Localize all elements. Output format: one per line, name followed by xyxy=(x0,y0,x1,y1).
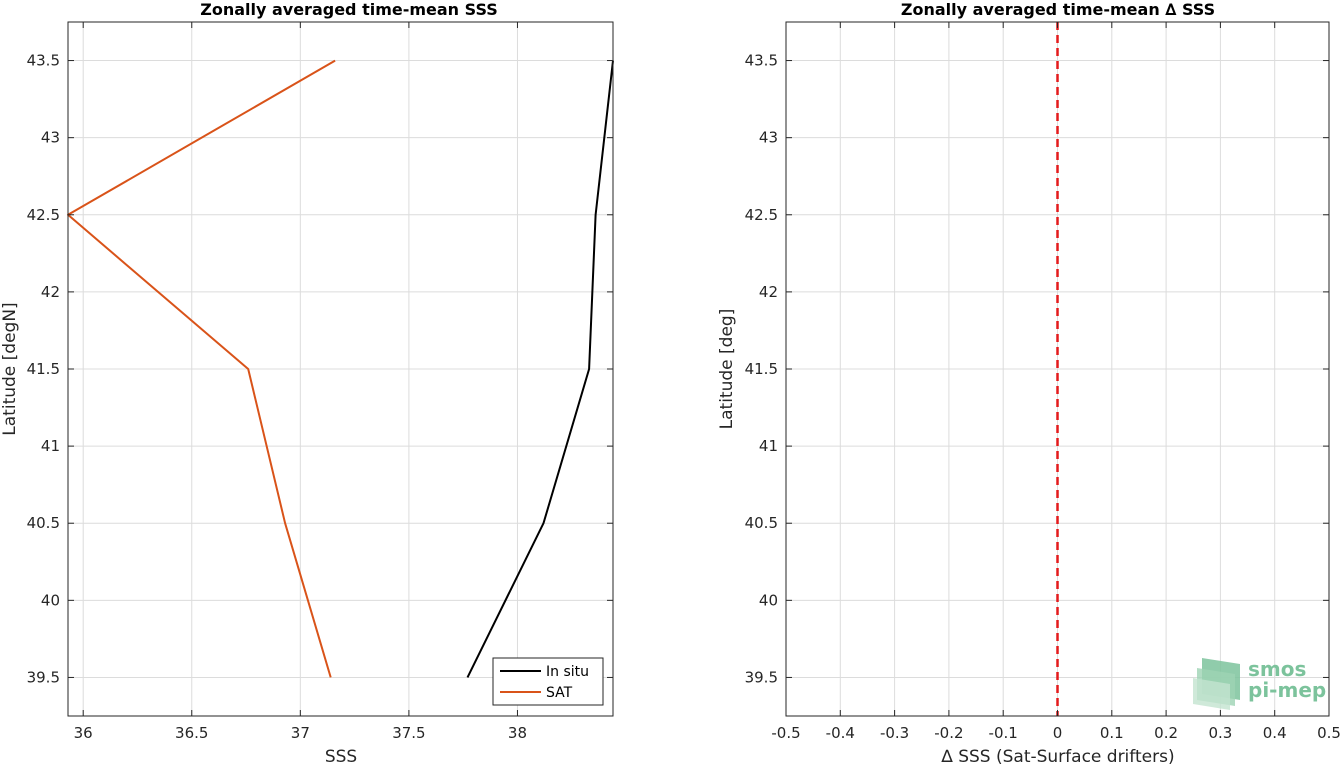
sss-x-tick-label: 38 xyxy=(508,724,527,742)
delta-sss-y-tick-label: 41 xyxy=(759,437,778,455)
sss-y-tick-label: 43.5 xyxy=(27,52,60,70)
delta-sss-y-tick-label: 43.5 xyxy=(745,52,778,70)
series-line-sat xyxy=(67,59,336,678)
legend-box xyxy=(492,657,604,706)
sss-y-tick-label: 41 xyxy=(41,437,60,455)
logo-mark-icon xyxy=(1193,658,1240,710)
sss-x-axis-label: SSS xyxy=(325,747,357,765)
sss-y-tick-label: 39.5 xyxy=(27,668,60,686)
sss-x-tick-label: 36 xyxy=(74,724,93,742)
sss-y-tick-label: 40 xyxy=(41,591,60,609)
logo-text-smos: smos xyxy=(1248,657,1306,681)
legend: In situ SAT xyxy=(492,657,604,706)
delta-sss-y-tick-label: 42.5 xyxy=(745,206,778,224)
delta-sss-y-tick-label: 43 xyxy=(759,129,778,147)
delta-sss-panel-title: Zonally averaged time-mean ∆ SSS xyxy=(901,0,1215,19)
sss-x-tick-label: 37.5 xyxy=(392,724,425,742)
sss-grid xyxy=(68,22,613,716)
legend-entry-sat: SAT xyxy=(546,685,573,701)
sss-y-axis-label: Latitude [degN] xyxy=(0,302,20,435)
delta-sss-panel: Zonally averaged time-mean ∆ SSS -0.5 -0.… xyxy=(717,0,1341,765)
sss-panel: Zonally averaged time-mean SSS 36 36.5 37 3… xyxy=(0,0,614,765)
sss-x-tick-label: 36.5 xyxy=(175,724,208,742)
delta-sss-x-tick-label: 0.4 xyxy=(1263,724,1287,742)
delta-sss-x-tick-label: -0.4 xyxy=(826,724,855,742)
delta-sss-x-tick-label: -0.2 xyxy=(934,724,963,742)
smos-pi-mep-logo: smos pi-mep xyxy=(1193,657,1326,710)
series-line-in-situ xyxy=(466,60,614,678)
delta-sss-x-tick-label: -0.1 xyxy=(989,724,1018,742)
delta-sss-x-tick-label: -0.5 xyxy=(771,724,800,742)
delta-sss-y-axis-label: Latitude [deg] xyxy=(717,309,737,430)
sss-ticks: 36 36.5 37 37.5 38 39.5 40 40.5 41 41.5 42 42.5 43 43… xyxy=(27,22,613,742)
delta-sss-x-tick-label: -0.3 xyxy=(880,724,909,742)
delta-sss-x-tick-label: 0.1 xyxy=(1100,724,1124,742)
delta-sss-y-tick-label: 40.5 xyxy=(745,514,778,532)
delta-sss-x-tick-label: 0.2 xyxy=(1154,724,1178,742)
sss-y-tick-label: 43 xyxy=(41,129,60,147)
sss-y-tick-label: 40.5 xyxy=(27,514,60,532)
delta-sss-x-tick-label: 0 xyxy=(1053,724,1063,742)
sss-x-tick-label: 37 xyxy=(291,724,310,742)
sss-panel-title: Zonally averaged time-mean SSS xyxy=(200,0,498,19)
delta-sss-ticks: -0.5 -0.4 -0.3 -0.2 -0.1 0 0.1 0.2 0.3 0.4 0.5 39.5… xyxy=(745,22,1341,742)
delta-sss-x-tick-label: 0.3 xyxy=(1208,724,1232,742)
sss-y-tick-label: 41.5 xyxy=(27,360,60,378)
delta-sss-y-tick-label: 39.5 xyxy=(745,668,778,686)
sss-series xyxy=(67,59,614,678)
delta-sss-y-tick-label: 41.5 xyxy=(745,360,778,378)
sss-y-tick-label: 42.5 xyxy=(27,206,60,224)
delta-sss-y-tick-label: 42 xyxy=(759,283,778,301)
delta-sss-y-tick-label: 40 xyxy=(759,591,778,609)
sss-y-tick-label: 42 xyxy=(41,283,60,301)
logo-text-pi-mep: pi-mep xyxy=(1248,678,1326,702)
delta-sss-x-axis-label: ∆ SSS (Sat-Surface drifters) xyxy=(940,747,1174,765)
delta-sss-x-tick-label: 0.5 xyxy=(1317,724,1341,742)
legend-entry-in-situ: In situ xyxy=(546,664,589,680)
